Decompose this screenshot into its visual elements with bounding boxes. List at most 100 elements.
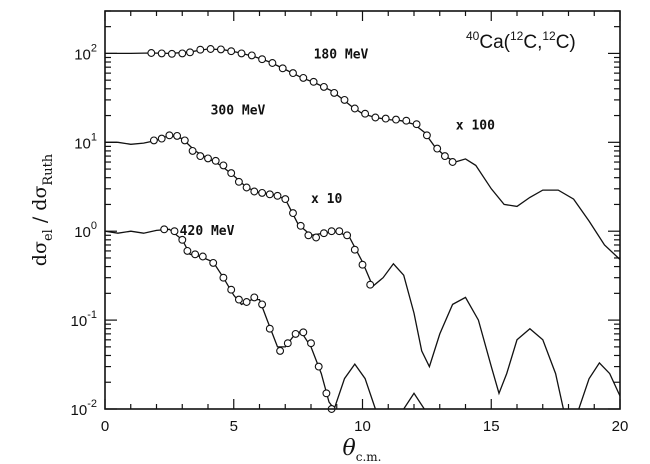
data-point-series-2 bbox=[327, 227, 336, 236]
data-point-series-2 bbox=[304, 231, 313, 240]
y-tick-label: 100 bbox=[74, 220, 97, 241]
y-tick-label: 101 bbox=[74, 131, 97, 152]
data-point-series-1 bbox=[433, 144, 442, 153]
data-points bbox=[147, 45, 457, 413]
data-point-series-1 bbox=[330, 88, 339, 97]
x-tick-label: 0 bbox=[101, 418, 109, 435]
data-point-series-2 bbox=[289, 209, 297, 218]
data-point-series-2 bbox=[273, 191, 282, 200]
data-point-series-1 bbox=[402, 116, 411, 125]
data-point-series-2 bbox=[358, 260, 367, 269]
data-point-series-1 bbox=[392, 115, 400, 124]
data-point-series-1 bbox=[178, 49, 187, 58]
data-point-series-3 bbox=[307, 339, 315, 348]
data-point-series-3 bbox=[258, 300, 267, 309]
data-point-series-3 bbox=[322, 389, 331, 398]
data-point-series-2 bbox=[242, 183, 251, 192]
data-point-series-1 bbox=[157, 49, 166, 58]
y-tick-label: 102 bbox=[74, 42, 97, 63]
data-point-series-2 bbox=[350, 245, 359, 254]
data-point-series-2 bbox=[188, 146, 197, 155]
data-point-series-1 bbox=[422, 131, 431, 140]
data-point-series-1 bbox=[350, 104, 359, 113]
data-point-series-1 bbox=[186, 48, 194, 57]
data-point-series-1 bbox=[361, 109, 370, 118]
data-point-series-2 bbox=[149, 136, 158, 145]
x-tick-label: 15 bbox=[483, 418, 500, 435]
curve-lobe-1 bbox=[333, 362, 377, 409]
curve-lobe-2 bbox=[403, 392, 425, 409]
data-point-series-2 bbox=[204, 154, 212, 163]
data-point-series-3 bbox=[209, 258, 218, 267]
data-point-series-2 bbox=[258, 188, 267, 197]
data-point-series-1 bbox=[206, 45, 215, 53]
y-tick-label: 10-1 bbox=[71, 309, 97, 330]
data-point-series-2 bbox=[366, 280, 375, 289]
data-point-series-1 bbox=[381, 114, 390, 123]
data-point-series-1 bbox=[448, 158, 457, 166]
data-point-series-1 bbox=[196, 45, 205, 54]
x-axis-title: θc.m. bbox=[343, 436, 382, 464]
reaction-label: 40Ca(12C,12C) bbox=[466, 29, 576, 53]
data-point-series-1 bbox=[340, 95, 349, 104]
data-point-series-1 bbox=[247, 51, 256, 60]
plot-frame bbox=[104, 10, 621, 410]
data-point-series-1 bbox=[319, 82, 328, 91]
curve-series-3 bbox=[105, 228, 335, 409]
data-point-series-1 bbox=[237, 49, 246, 58]
data-point-series-2 bbox=[335, 227, 344, 236]
series-label-180mev: 180 MeV bbox=[314, 47, 369, 62]
data-point-series-3 bbox=[191, 250, 200, 259]
data-point-series-1 bbox=[412, 120, 421, 129]
data-point-series-2 bbox=[265, 190, 274, 199]
data-point-series-3 bbox=[170, 227, 179, 236]
data-point-series-3 bbox=[276, 346, 285, 355]
series-label-300mev: 300 MeV bbox=[211, 104, 266, 119]
data-point-series-3 bbox=[299, 328, 308, 337]
x-tick-label: 10 bbox=[354, 418, 371, 435]
data-point-series-1 bbox=[167, 49, 176, 58]
data-point-series-1 bbox=[440, 152, 449, 161]
data-point-series-3 bbox=[291, 329, 300, 338]
scale-label-x10: x 10 bbox=[311, 192, 342, 207]
data-point-series-2 bbox=[219, 161, 228, 170]
data-point-series-1 bbox=[299, 73, 308, 82]
data-point-series-1 bbox=[278, 64, 287, 73]
data-point-series-1 bbox=[227, 47, 236, 56]
y-tick-label: 10-2 bbox=[71, 398, 97, 419]
x-tick-label: 5 bbox=[230, 418, 238, 435]
data-point-series-2 bbox=[319, 229, 328, 238]
data-point-series-1 bbox=[268, 59, 277, 67]
x-tick-label: 20 bbox=[612, 418, 629, 435]
chart-labels: 180 MeV x 100 300 MeV x 10 420 MeV 40Ca(12C,1… bbox=[29, 29, 576, 464]
curve-lobe-3 bbox=[578, 361, 620, 409]
data-point-series-2 bbox=[196, 152, 205, 161]
data-point-series-2 bbox=[180, 136, 189, 145]
data-point-series-3 bbox=[183, 246, 192, 255]
data-point-series-3 bbox=[242, 298, 251, 306]
data-point-series-3 bbox=[250, 293, 259, 302]
data-point-series-2 bbox=[157, 134, 166, 143]
data-point-series-3 bbox=[178, 235, 187, 244]
data-point-series-3 bbox=[227, 285, 236, 294]
data-point-series-1 bbox=[289, 69, 297, 78]
data-point-series-3 bbox=[219, 273, 228, 282]
data-point-series-1 bbox=[371, 113, 380, 122]
data-point-series-2 bbox=[343, 231, 352, 240]
data-point-series-2 bbox=[250, 187, 259, 196]
data-point-series-2 bbox=[211, 156, 220, 165]
data-point-series-1 bbox=[147, 49, 156, 57]
data-point-series-3 bbox=[234, 295, 243, 304]
data-point-series-3 bbox=[198, 252, 207, 261]
data-point-series-3 bbox=[283, 339, 292, 348]
data-point-series-1 bbox=[309, 77, 318, 86]
data-point-series-2 bbox=[173, 131, 182, 140]
data-point-series-2 bbox=[312, 233, 321, 242]
data-point-series-2 bbox=[281, 195, 290, 204]
data-point-series-2 bbox=[165, 131, 174, 140]
data-point-series-3 bbox=[265, 324, 274, 333]
data-point-series-2 bbox=[234, 177, 243, 186]
curve-series-2 bbox=[105, 134, 565, 409]
data-point-series-3 bbox=[314, 362, 323, 371]
